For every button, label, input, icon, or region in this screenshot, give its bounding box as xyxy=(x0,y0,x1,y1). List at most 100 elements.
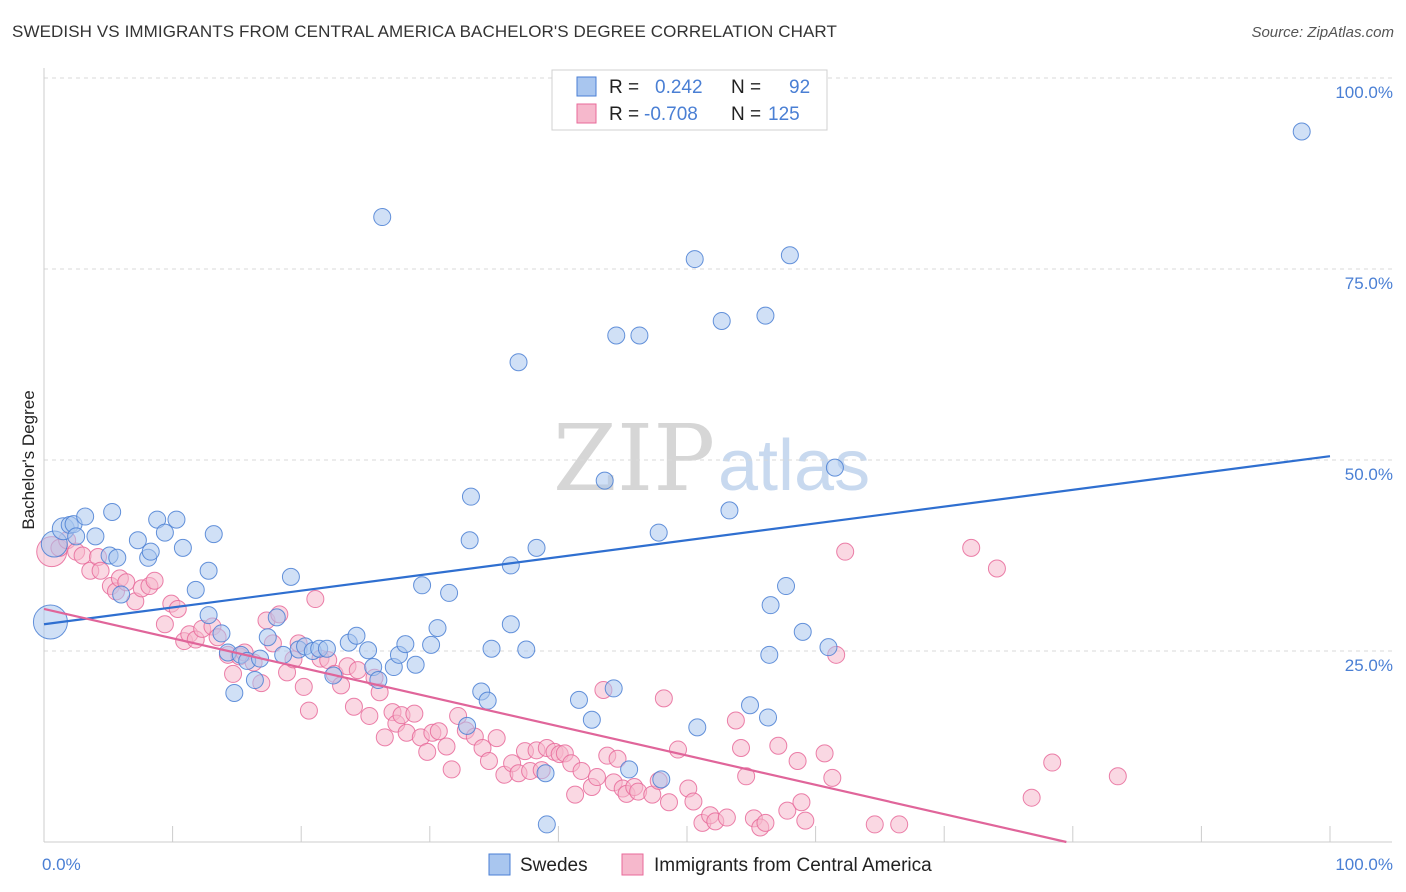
central-america-point xyxy=(306,590,325,609)
central-america-point xyxy=(299,701,318,720)
swedes-point xyxy=(536,764,555,783)
legend-n-label-1: N = xyxy=(731,77,761,98)
swedes-point xyxy=(108,548,127,567)
swedes-point xyxy=(756,306,775,325)
swedes-point xyxy=(761,596,780,615)
swedes-point xyxy=(396,635,415,654)
top-legend: R = 0.242 N = 92 R = -0.708 N = 125 xyxy=(551,69,828,131)
legend-r-label-1: R = xyxy=(609,77,639,98)
bottom-legend-swatch-swedes xyxy=(488,853,511,876)
x-tick-label: 100.0% xyxy=(1335,855,1393,874)
central-america-point xyxy=(566,785,585,804)
swedes-point xyxy=(359,641,378,660)
central-america-point xyxy=(732,739,751,758)
swedes-point xyxy=(1292,122,1311,141)
central-america-point xyxy=(865,815,884,834)
central-america-point xyxy=(792,793,811,812)
swedes-point xyxy=(604,679,623,698)
y-tick-label: 75.0% xyxy=(1345,274,1393,293)
y-tick-label: 25.0% xyxy=(1345,656,1393,675)
swedes-point xyxy=(199,561,218,580)
trend-lines xyxy=(43,455,1331,844)
central-america-point xyxy=(987,559,1006,578)
central-america-point xyxy=(344,697,363,716)
swedes-point xyxy=(155,523,174,542)
central-america-point xyxy=(224,664,243,683)
central-america-point xyxy=(823,768,842,787)
swedes-point xyxy=(167,510,186,529)
swedes-point xyxy=(501,615,520,634)
swedes-point xyxy=(112,585,131,604)
swedes-point xyxy=(482,639,501,658)
central-america-point xyxy=(442,760,461,779)
swedes-point xyxy=(712,311,731,330)
swedes-point xyxy=(428,619,447,638)
legend-r-label-2: R = xyxy=(609,104,639,125)
swedes-point xyxy=(685,250,704,269)
source-label: Source: ZipAtlas.com xyxy=(1251,24,1394,41)
central-america-point xyxy=(487,729,506,748)
swedes-point xyxy=(212,624,231,643)
swedes-point xyxy=(86,527,105,546)
x-tick-label: 0.0% xyxy=(42,855,81,874)
central-america-point xyxy=(348,661,367,680)
central-america-point xyxy=(815,744,834,763)
swedes-point xyxy=(649,523,668,542)
swedes-point xyxy=(458,716,477,735)
y-axis-title: Bachelor's Degree xyxy=(19,390,38,529)
central-america-point xyxy=(479,752,498,771)
swedes-point xyxy=(406,655,425,674)
swedes-point xyxy=(652,770,671,789)
central-america-point xyxy=(756,813,775,832)
swedes-point xyxy=(537,815,556,834)
swedes-point xyxy=(141,542,160,561)
swedes-trend-line xyxy=(43,455,1331,626)
central-america-point xyxy=(429,722,448,741)
grid: 100.0% 75.0% 50.0% 25.0% xyxy=(44,77,1393,675)
legend-n-label-2: N = xyxy=(731,104,761,125)
swedes-point xyxy=(440,583,459,602)
swedes-point xyxy=(777,577,796,596)
watermark-atlas: atlas xyxy=(718,426,870,506)
central-america-point xyxy=(836,542,855,561)
central-america-point xyxy=(145,571,164,590)
legend-swatch-swedes xyxy=(576,76,597,97)
swedes-point xyxy=(760,645,779,664)
swedes-point xyxy=(759,708,778,727)
watermark: ZIP atlas xyxy=(553,405,870,512)
swedes-point xyxy=(274,645,293,664)
central-america-point xyxy=(737,767,756,786)
central-america-point xyxy=(587,768,606,787)
bottom-legend-swedes: Swedes xyxy=(520,855,588,876)
swedes-point xyxy=(595,471,614,490)
central-america-point xyxy=(155,615,174,634)
legend-n-value-2: 125 xyxy=(768,104,800,125)
swedes-point xyxy=(76,507,95,526)
swedes-point xyxy=(501,556,520,575)
swedes-point xyxy=(199,606,218,625)
swedes-point xyxy=(267,608,286,627)
central-america-point xyxy=(659,793,678,812)
series-central-america-points xyxy=(36,531,1127,837)
swedes-point xyxy=(317,639,336,658)
swedes-point xyxy=(582,710,601,729)
legend-r-value-1: 0.242 xyxy=(655,77,703,98)
swedes-point xyxy=(569,690,588,709)
swedes-point xyxy=(281,567,300,586)
swedes-point xyxy=(347,626,366,645)
swedes-point xyxy=(258,628,277,647)
swedes-point xyxy=(509,353,528,372)
legend-swatch-central-america xyxy=(576,103,597,124)
swedes-point xyxy=(793,622,812,641)
central-america-point xyxy=(1043,753,1062,772)
swedes-point xyxy=(173,538,192,557)
swedes-point xyxy=(620,760,639,779)
central-america-point xyxy=(73,546,92,565)
central-america-point xyxy=(654,689,673,708)
central-america-point xyxy=(294,677,313,696)
swedes-point xyxy=(67,527,86,546)
swedes-point xyxy=(460,531,479,550)
central-america-point xyxy=(717,808,736,827)
series-swedes-points xyxy=(32,122,1311,834)
